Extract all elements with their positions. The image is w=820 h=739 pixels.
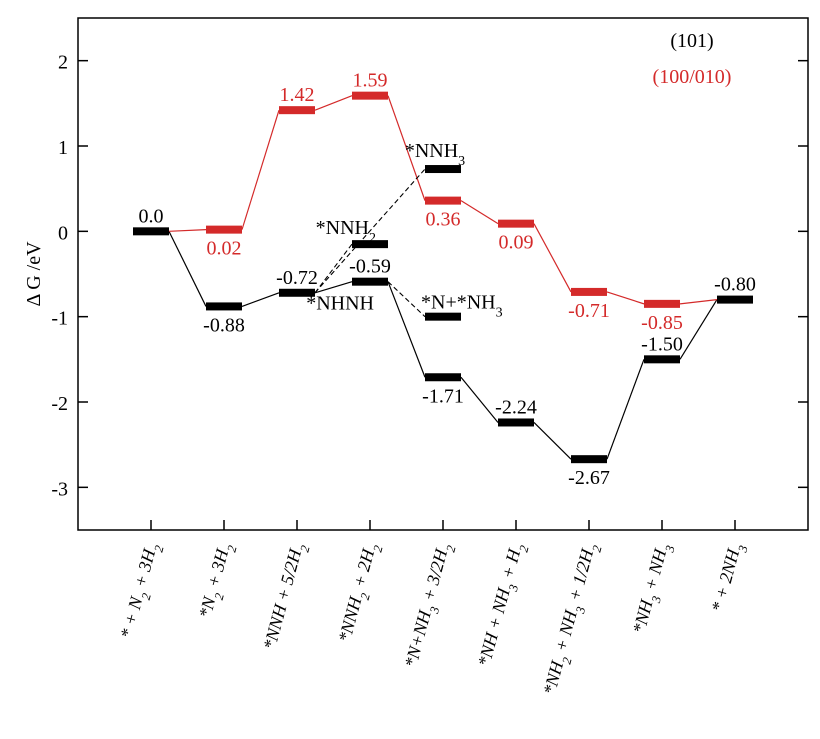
x-tick-label: *N+NH3 + 3/2H2 [400, 540, 458, 671]
connector [533, 422, 572, 460]
level-bar [425, 196, 461, 205]
x-tick-label: * + N2 + 3H2 [116, 540, 167, 642]
y-tick-label: -2 [51, 393, 68, 415]
y-tick-label: -1 [51, 308, 68, 330]
value-label: -0.85 [641, 312, 683, 334]
branch-connector [387, 281, 426, 318]
level-bar [279, 106, 315, 115]
connector [460, 376, 499, 423]
connector [168, 229, 207, 232]
connector [460, 200, 499, 225]
value-label: -2.24 [495, 396, 537, 418]
x-tick-label: *NH3 + NH3 [629, 541, 678, 637]
value-label: 0.0 [139, 205, 164, 227]
x-tick-label: * + 2NH3 [707, 541, 750, 616]
connector [387, 281, 426, 378]
level-bar [717, 295, 753, 304]
connector [679, 299, 718, 305]
value-label: 0.36 [426, 209, 461, 231]
connector [314, 281, 353, 294]
y-axis-label: Δ G /eV [23, 241, 45, 307]
connector [533, 223, 572, 293]
value-label: -0.71 [568, 300, 610, 322]
level-bar [571, 287, 607, 296]
connector [241, 292, 280, 307]
plot-frame [77, 17, 809, 531]
level-bar [352, 91, 388, 100]
legend-entry: (101) [670, 30, 713, 52]
state-label: *NHNH [306, 293, 374, 315]
value-label: -0.59 [349, 256, 391, 278]
branch-label: *NNH3 [405, 140, 465, 169]
level-bar [644, 299, 680, 308]
branch-bar [425, 165, 461, 174]
level-bar [352, 277, 388, 286]
level-bar [206, 302, 242, 311]
connector [679, 299, 718, 360]
level-bar [644, 355, 680, 364]
level-bar [133, 227, 169, 236]
connector [168, 231, 207, 307]
branch-label: *N+*NH3 [421, 292, 503, 321]
value-label: -1.50 [641, 333, 683, 355]
level-bar [571, 455, 607, 464]
branch-connector [314, 243, 353, 294]
y-tick-label: 1 [58, 137, 68, 159]
connector [606, 291, 645, 305]
x-tick-label: *NH2 + NH3 + 1/2H2 [539, 540, 605, 698]
level-bar [206, 225, 242, 234]
value-label: -0.72 [276, 267, 318, 289]
connector [314, 95, 353, 111]
connector [387, 95, 426, 201]
value-label: -2.67 [568, 467, 610, 489]
value-label: 1.42 [280, 84, 315, 106]
branch-bar [425, 312, 461, 321]
level-bar [425, 373, 461, 382]
y-tick-label: -3 [51, 478, 68, 500]
value-label: -0.88 [203, 314, 245, 336]
value-label: 1.59 [353, 70, 388, 92]
y-tick-label: 0 [58, 222, 68, 244]
level-bar [498, 219, 534, 228]
x-tick-label: *NNH + 5/2H2 [259, 540, 313, 653]
value-label: 0.02 [207, 238, 242, 260]
x-tick-label: *N2 + 3H2 [195, 540, 240, 622]
branch-connector [314, 168, 426, 294]
connector [241, 109, 280, 230]
value-label: -1.71 [422, 385, 464, 407]
branch-label: *NNH2 [316, 217, 376, 246]
legend-entry: (100/010) [653, 66, 732, 88]
y-tick-label: 2 [58, 52, 68, 74]
x-tick-label: *NH + NH3 + H2 [474, 540, 532, 670]
level-bar [498, 418, 534, 427]
connector [606, 359, 645, 460]
level-bar [279, 288, 315, 297]
value-label: -0.80 [714, 274, 756, 296]
value-label: 0.09 [499, 232, 534, 254]
branch-bar [352, 240, 388, 249]
x-tick-label: *NNH2 + 2H2 [334, 540, 386, 646]
